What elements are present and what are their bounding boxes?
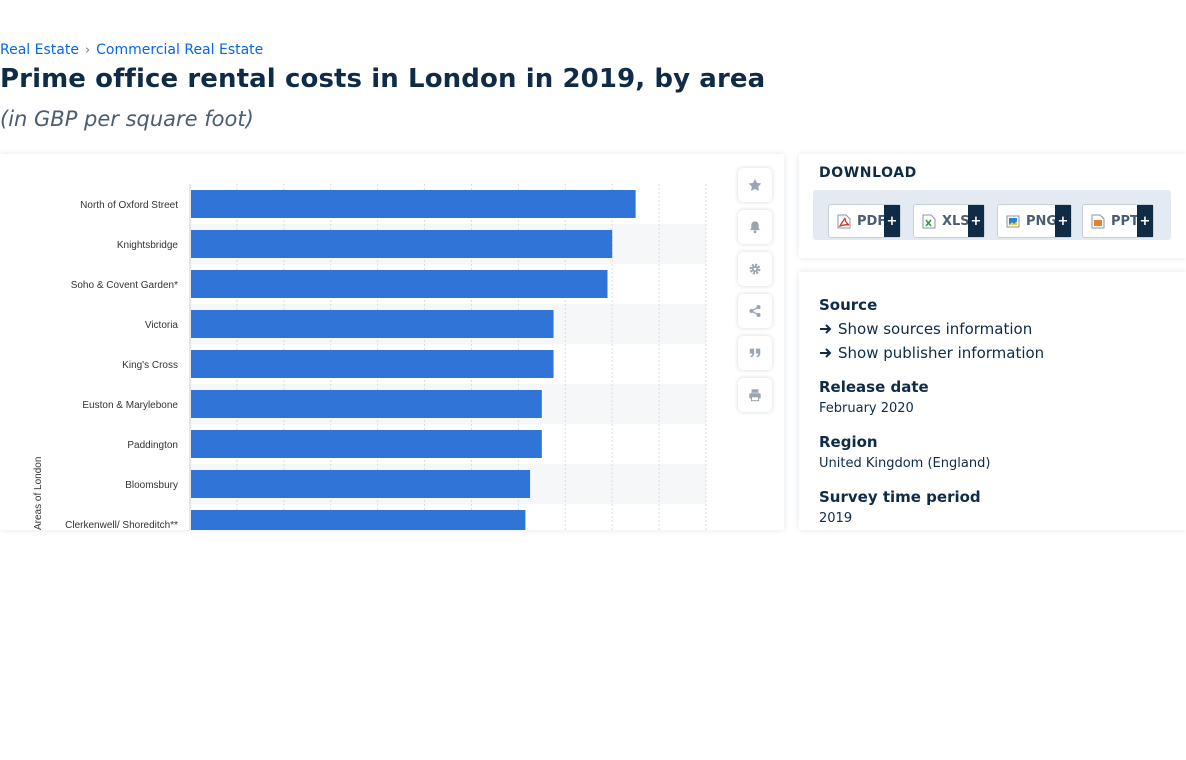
xls-file-icon [922,214,936,228]
chart-bar[interactable] [191,390,542,418]
settings-button[interactable] [738,252,772,286]
download-button-bar: PDF + XLS + PNG + PPT + [813,190,1171,240]
chart-bar[interactable] [191,430,542,458]
category-label: North of Oxford Street [80,200,178,211]
gear-icon [749,263,761,275]
breadcrumb-link-commercial-real-estate[interactable]: Commercial Real Estate [96,42,264,58]
category-label: Paddington [127,440,178,451]
show-publisher-link[interactable]: Show publisher information [819,344,1044,362]
star-icon [748,178,762,191]
category-label: King's Cross [122,360,178,371]
cite-button[interactable] [738,336,772,370]
print-icon [749,389,761,402]
bell-icon [750,221,760,234]
survey-period-value: 2019 [819,511,853,526]
download-pdf-button[interactable]: PDF + [828,204,901,238]
bar-chart: North of Oxford Street Knightsbridge Soho … [33,184,707,530]
download-ppt-label: PPT [1111,213,1139,229]
release-date-heading: Release date [819,378,929,396]
pdf-file-icon [837,214,851,228]
png-file-icon [1006,215,1020,227]
chart-card: North of Oxford Street Knightsbridge Soho … [0,154,784,530]
page-subtitle: (in GBP per square foot) [0,107,254,131]
download-pdf-plus: + [884,205,900,237]
download-pdf-label: PDF [857,213,887,229]
release-date-value: February 2020 [819,401,914,416]
share-button[interactable] [738,294,772,328]
region-value: United Kingdom (England) [819,456,991,471]
statistic-info-card: Source Show sources information Show pub… [799,272,1186,530]
chart-bar[interactable] [191,510,526,530]
y-axis-label: Areas of London [33,457,44,530]
download-ppt-button[interactable]: PPT + [1082,204,1154,238]
show-sources-link[interactable]: Show sources information [819,320,1032,338]
chart-bar[interactable] [191,470,531,498]
breadcrumb: Real Estate › Commercial Real Estate [0,42,263,58]
ppt-file-icon [1091,214,1105,228]
download-xls-plus: + [968,205,984,237]
category-label: Knightsbridge [117,240,179,251]
region-heading: Region [819,433,878,451]
download-png-plus: + [1055,205,1071,237]
download-xls-label: XLS [942,213,970,229]
quote-icon [749,348,761,358]
chart-bar[interactable] [191,310,554,338]
arrow-right-icon [820,324,832,334]
survey-period-heading: Survey time period [819,488,981,506]
favorite-button[interactable] [738,168,772,202]
chart-bar[interactable] [191,350,554,378]
breadcrumb-link-real-estate[interactable]: Real Estate [0,42,79,58]
chart-bar[interactable] [191,190,636,218]
download-png-button[interactable]: PNG + [997,204,1072,238]
download-xls-button[interactable]: XLS + [913,204,985,238]
download-card: DOWNLOAD PDF + XLS + PNG + PPT + [799,154,1186,258]
category-label: Victoria [145,320,179,331]
notification-button[interactable] [738,210,772,244]
page-title: Prime office rental costs in London in 2… [0,64,766,94]
category-label: Clerkenwell/ Shoreditch** [65,520,178,530]
category-label: Euston & Marylebone [82,400,178,411]
breadcrumb-separator: › [84,43,91,58]
arrow-right-icon [820,348,832,358]
print-button[interactable] [738,378,772,412]
chart-bar[interactable] [191,230,613,258]
category-label: Bloomsbury [125,480,178,491]
download-png-label: PNG [1026,213,1058,229]
show-sources-label: Show sources information [838,320,1033,338]
download-ppt-plus: + [1137,205,1153,237]
chart-bar[interactable] [191,270,608,298]
show-publisher-label: Show publisher information [838,344,1045,362]
category-label: Soho & Covent Garden* [71,280,178,291]
source-heading: Source [819,296,878,314]
download-title: DOWNLOAD [819,165,917,181]
share-icon [749,305,761,317]
